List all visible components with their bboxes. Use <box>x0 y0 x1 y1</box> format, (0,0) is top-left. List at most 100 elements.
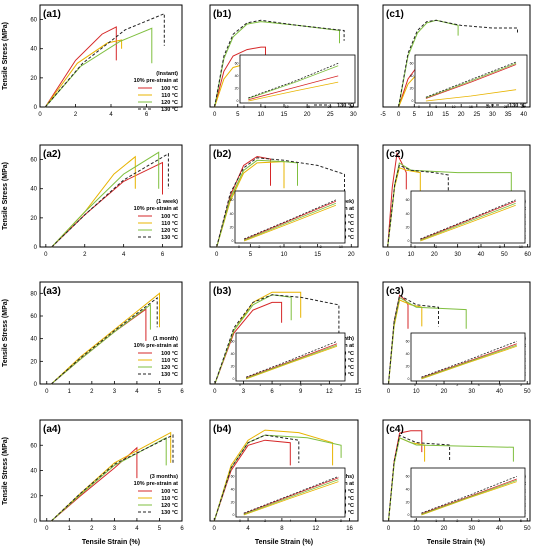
series-line-110c <box>44 39 123 108</box>
inset-x-tick-label: 2 <box>456 383 458 387</box>
inset-x-tick-label: 4 <box>456 245 458 249</box>
legend-entry: 130 °C <box>337 510 354 516</box>
inset-y-tick-label: 60 <box>406 475 410 479</box>
series-line-130c <box>388 434 451 522</box>
y-tick-label: 20 <box>30 216 37 222</box>
x-tick-label: 25 <box>327 112 334 118</box>
inset-x-tick-label: 10 <box>339 245 343 249</box>
inset-x-tick-label: 3 <box>478 519 480 523</box>
x-tick-label: 10 <box>258 112 265 118</box>
inset-y-tick-label: 40 <box>406 352 410 356</box>
y-axis-title: Tensile Stress (MPa) <box>2 299 9 367</box>
plot-frame <box>39 144 183 248</box>
panel-label: (a3) <box>43 286 61 297</box>
x-tick-label: 40 <box>520 112 527 118</box>
legend-subtitle: 10% pre-strain at <box>134 481 178 487</box>
x-tick-label: 50 <box>524 526 531 532</box>
inset-series-line <box>243 479 339 515</box>
x-axis-title: Tensile Strain (%) <box>427 539 485 546</box>
x-tick-label: 15 <box>281 112 288 118</box>
y-tick-label: 40 <box>30 469 37 475</box>
legend-entry: 110 °C <box>161 93 178 99</box>
inset-series-line <box>248 75 339 101</box>
inset-x-tick-label: 1 <box>259 383 261 387</box>
series-line-100c <box>214 46 266 108</box>
inset-series-line <box>425 61 517 98</box>
series-line-110c <box>213 429 334 522</box>
x-tick-label: 30 <box>454 252 461 258</box>
plot-frame <box>209 419 359 522</box>
legend-entry: 130 °C <box>337 103 354 109</box>
x-tick-label: 4 <box>246 526 250 532</box>
x-tick-label: 8 <box>280 526 284 532</box>
series-line-130c <box>398 19 518 108</box>
legend-entry: 130 °C <box>337 235 354 241</box>
legend-entry: 110 °C <box>161 221 178 227</box>
panel-label: (a4) <box>43 424 61 435</box>
y-tick-label: 0 <box>34 245 38 251</box>
legend-entry: 130 °C <box>161 510 178 516</box>
x-tick-label: 5 <box>158 526 162 532</box>
inset-series-line <box>243 199 337 240</box>
inset-x-tick-label: 2 <box>456 519 458 523</box>
plot-frame <box>39 281 183 385</box>
x-tick-label: 35 <box>505 112 512 118</box>
inset-x-tick-label: 4 <box>320 383 322 387</box>
x-axis-title: Tensile Strain (%) <box>82 539 140 546</box>
inset-series-line <box>420 200 516 240</box>
inset-y-tick-label: 40 <box>230 212 234 216</box>
x-tick-label: 0 <box>397 112 401 118</box>
inset-series-line <box>421 479 517 515</box>
inset-x-tick-label: 20 <box>486 105 490 109</box>
inset-frame <box>410 332 526 382</box>
plot-frame <box>382 144 531 248</box>
inset-y-tick-label: 20 <box>406 500 410 504</box>
x-tick-label: 0 <box>45 526 49 532</box>
legend-entry: 110 °C <box>337 496 354 502</box>
x-tick-label: 4 <box>135 389 139 395</box>
inset-x-tick-label: 25 <box>349 105 353 109</box>
inset-plot: 0 5 10 15 20 25 30 0 20 40 60 <box>410 54 528 109</box>
inset-x-tick-label: 1 <box>435 519 437 523</box>
inset-y-tick-label: 60 <box>410 61 414 65</box>
inset-x-tick-label: 2 <box>258 245 260 249</box>
inset-y-tick-label: 40 <box>410 74 414 78</box>
inset-y-tick-label: 20 <box>410 87 414 91</box>
inset-frame <box>235 332 346 382</box>
x-tick-label: 30 <box>468 526 475 532</box>
inset-x-tick-label: 0 <box>414 519 416 523</box>
series-line-130c <box>388 294 439 385</box>
inset-x-tick-label: 10 <box>452 105 456 109</box>
inset-series-line <box>245 344 338 379</box>
inset-y-tick-label: 40 <box>406 487 410 491</box>
inset-series-line <box>420 199 516 240</box>
inset-x-tick-label: 20 <box>328 105 332 109</box>
inset-series-line <box>420 202 516 241</box>
series-line-130c <box>213 434 300 522</box>
inset-x-tick-label: 6 <box>299 245 301 249</box>
inset-x-tick-label: 4 <box>279 245 281 249</box>
legend-entry: 100 °C <box>161 489 178 495</box>
panel-label: (c4) <box>386 424 404 435</box>
y-tick-label: 60 <box>30 158 37 164</box>
series-line-130c <box>44 12 165 108</box>
inset-y-tick-label: 20 <box>235 87 239 91</box>
legend-entry: 100 °C <box>161 214 178 220</box>
legend-entry: 120 °C <box>161 503 178 509</box>
panel-label: (c1) <box>386 9 404 20</box>
inset-series-line <box>243 477 339 515</box>
x-tick-label: 3 <box>242 389 246 395</box>
legend-subtitle: 10% pre-strain at <box>134 78 178 84</box>
inset-y-tick-label: 60 <box>231 339 235 343</box>
x-tick-label: 30 <box>350 112 357 118</box>
series-line-130c <box>387 164 449 248</box>
y-tick-label: 20 <box>30 494 37 500</box>
inset-x-tick-label: 6 <box>478 245 480 249</box>
legend-title: (1 month) <box>153 336 178 342</box>
series-line-120c <box>50 436 167 522</box>
inset-x-tick-label: 0 <box>239 383 241 387</box>
